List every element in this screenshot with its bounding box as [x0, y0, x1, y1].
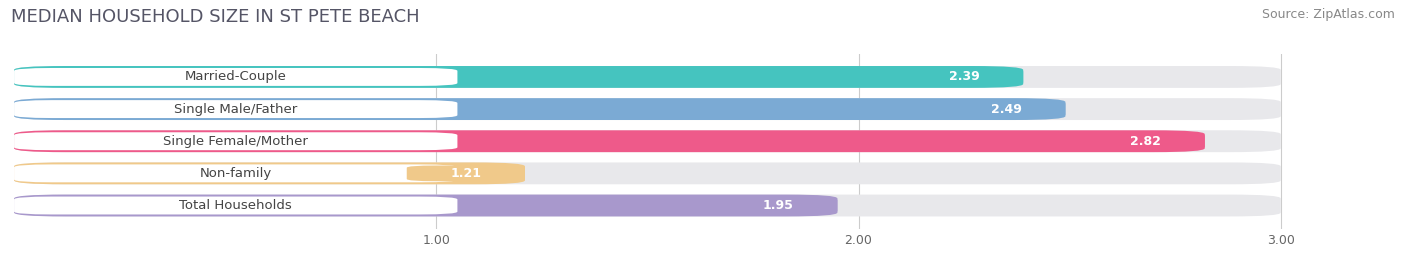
FancyBboxPatch shape [14, 100, 457, 118]
FancyBboxPatch shape [14, 194, 1281, 217]
FancyBboxPatch shape [14, 162, 1281, 184]
FancyBboxPatch shape [14, 98, 1281, 120]
Text: 2.49: 2.49 [991, 102, 1022, 116]
FancyBboxPatch shape [14, 194, 838, 217]
FancyBboxPatch shape [948, 101, 1066, 117]
FancyBboxPatch shape [905, 69, 1024, 85]
FancyBboxPatch shape [14, 130, 1205, 152]
Text: Single Male/Father: Single Male/Father [174, 102, 297, 116]
FancyBboxPatch shape [14, 68, 457, 86]
Text: 2.39: 2.39 [949, 70, 980, 83]
FancyBboxPatch shape [14, 66, 1281, 88]
Text: Non-family: Non-family [200, 167, 271, 180]
FancyBboxPatch shape [14, 164, 457, 182]
FancyBboxPatch shape [406, 165, 524, 181]
Text: Married-Couple: Married-Couple [184, 70, 287, 83]
FancyBboxPatch shape [14, 66, 1024, 88]
Text: MEDIAN HOUSEHOLD SIZE IN ST PETE BEACH: MEDIAN HOUSEHOLD SIZE IN ST PETE BEACH [11, 8, 420, 26]
FancyBboxPatch shape [1087, 133, 1205, 149]
FancyBboxPatch shape [14, 197, 457, 214]
Text: 1.21: 1.21 [450, 167, 481, 180]
Text: 2.82: 2.82 [1130, 135, 1161, 148]
FancyBboxPatch shape [14, 98, 1066, 120]
Text: Single Female/Mother: Single Female/Mother [163, 135, 308, 148]
FancyBboxPatch shape [720, 198, 838, 213]
FancyBboxPatch shape [14, 132, 457, 150]
Text: Source: ZipAtlas.com: Source: ZipAtlas.com [1261, 8, 1395, 21]
Text: Total Households: Total Households [180, 199, 292, 212]
Text: 1.95: 1.95 [763, 199, 794, 212]
FancyBboxPatch shape [14, 130, 1281, 152]
FancyBboxPatch shape [14, 162, 524, 184]
